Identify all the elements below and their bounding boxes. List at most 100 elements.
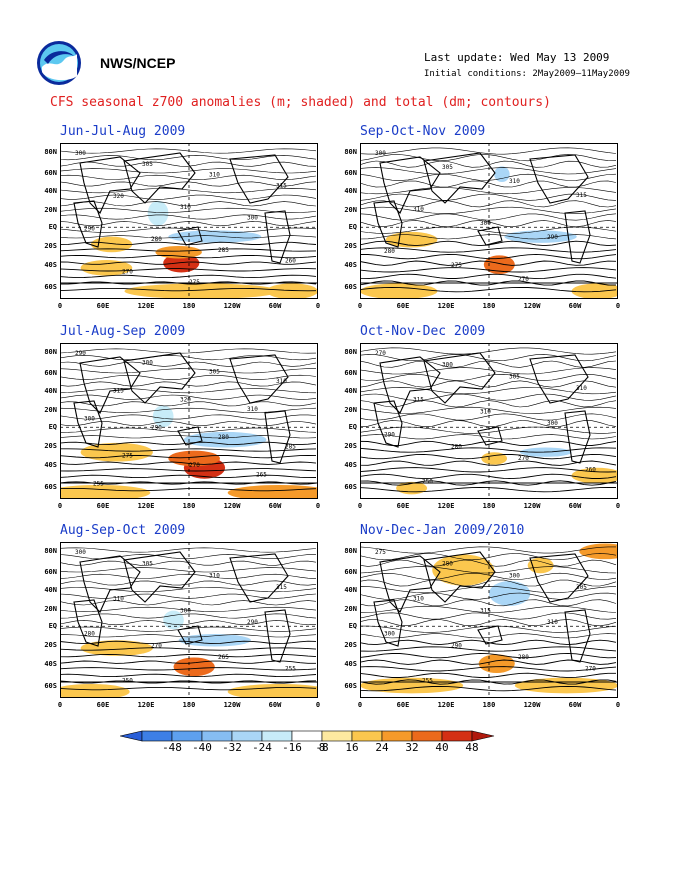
map-frame <box>60 343 318 499</box>
contour-line <box>360 625 617 633</box>
longitude-label: 120W <box>223 502 241 510</box>
anomaly-shade <box>494 166 510 182</box>
coastline <box>529 154 589 204</box>
latitude-label: 20N <box>44 605 57 614</box>
latitude-label: EQ <box>48 223 57 232</box>
latitude-label: 80N <box>344 348 357 357</box>
longitude-label: 180 <box>182 302 196 310</box>
contour-line <box>60 414 317 420</box>
color-legend <box>120 730 495 742</box>
longitude-label: 0 <box>357 502 363 510</box>
coastline <box>123 551 196 603</box>
contour-line <box>360 413 617 421</box>
longitude-label: 60E <box>396 302 410 310</box>
contour-line <box>360 200 617 208</box>
longitude-label: 180 <box>182 502 196 510</box>
contour-line <box>360 473 617 480</box>
contour-label: 315 <box>113 387 124 394</box>
anomaly-shade <box>155 245 202 259</box>
coastline <box>177 625 203 645</box>
contour-label: 290 <box>384 432 395 439</box>
contour-line <box>360 267 617 273</box>
contour-line <box>60 547 317 553</box>
latitude-label: 60N <box>44 168 57 177</box>
contour-label: 265 <box>256 471 267 478</box>
latitude-label: 60S <box>44 681 57 690</box>
contour-line <box>360 240 617 247</box>
contour-label: 285 <box>285 443 296 450</box>
legend-swatch <box>201 730 233 742</box>
coastline <box>564 210 591 264</box>
contour-line <box>360 612 617 620</box>
contour-line <box>360 559 617 567</box>
contour-line <box>60 587 317 593</box>
contour-line <box>360 633 617 639</box>
contour-label: 280 <box>218 434 229 441</box>
contour-line <box>60 620 317 626</box>
latitude-label: 20S <box>344 640 357 649</box>
legend-label: -40 <box>192 741 212 754</box>
coastline <box>73 599 103 647</box>
contour-label: 300 <box>247 215 258 222</box>
contour-label: 270 <box>189 462 200 469</box>
legend-swatch <box>381 730 413 742</box>
latitude-label: 40S <box>44 460 57 469</box>
contour-line <box>60 355 317 361</box>
coastline <box>123 152 196 204</box>
contour-line <box>60 248 317 252</box>
contour-label: 270 <box>585 666 596 673</box>
contour-line <box>360 546 616 554</box>
map-frame <box>60 143 318 299</box>
page-title: CFS seasonal z700 anomalies (m; shaded) … <box>50 95 551 110</box>
contour-line <box>360 147 617 155</box>
contour-label: 310 <box>209 572 220 579</box>
latitude-label: 20N <box>44 406 57 415</box>
latitude-label: 60N <box>344 567 357 576</box>
longitude-label: 0 <box>315 701 321 709</box>
contour-label: 310 <box>547 619 558 626</box>
anomaly-shade <box>266 283 318 299</box>
contour-line <box>360 180 617 188</box>
contour-line <box>360 286 617 293</box>
legend-label: 32 <box>405 741 419 754</box>
contour-line <box>360 347 617 355</box>
longitude-label: 0 <box>357 701 363 709</box>
contour-line <box>360 592 617 600</box>
latitude-label: 80N <box>44 547 57 556</box>
anomaly-shade <box>504 230 577 243</box>
anomaly-map-panel: 275 280 300 305 310 315 310 300 290 280 270 255 <box>360 542 618 698</box>
contour-label: 300 <box>180 607 191 614</box>
legend-label: -32 <box>222 741 242 754</box>
contour-label: 255 <box>93 481 104 488</box>
contour-label: 280 <box>451 443 462 450</box>
contour-line <box>360 367 617 375</box>
latitude-label: 80N <box>44 348 57 357</box>
noaa-logo-icon <box>37 41 81 85</box>
anomaly-shade <box>80 442 153 462</box>
coastline <box>529 354 589 404</box>
coastline <box>423 152 496 204</box>
contour-label: 265 <box>218 654 229 661</box>
coastline <box>229 354 289 404</box>
latitude-label: 40N <box>44 586 57 595</box>
anomaly-map-panel: 270 300 305 310 315 310 300 290 280 270 260 250 <box>360 343 618 499</box>
contour-line <box>360 447 617 453</box>
longitude-label: 120E <box>437 502 455 510</box>
contour-line <box>60 634 317 638</box>
contour-label: 260 <box>285 258 296 265</box>
contour-label: 275 <box>375 549 386 556</box>
contour-line <box>60 554 317 560</box>
latitude-label: 60N <box>344 168 357 177</box>
contour-label: 300 <box>384 631 395 638</box>
contour-line <box>360 234 617 240</box>
coastline <box>264 210 291 264</box>
longitude-label: 120W <box>523 502 541 510</box>
longitude-label: 120E <box>437 701 455 709</box>
coastline <box>379 356 441 414</box>
contour-label: 315 <box>276 182 287 189</box>
latitude-label: 40N <box>44 187 57 196</box>
longitude-label: 60E <box>396 701 410 709</box>
anomaly-shade <box>360 283 438 299</box>
contour-line <box>60 647 317 651</box>
latitude-label: 20N <box>344 206 357 215</box>
